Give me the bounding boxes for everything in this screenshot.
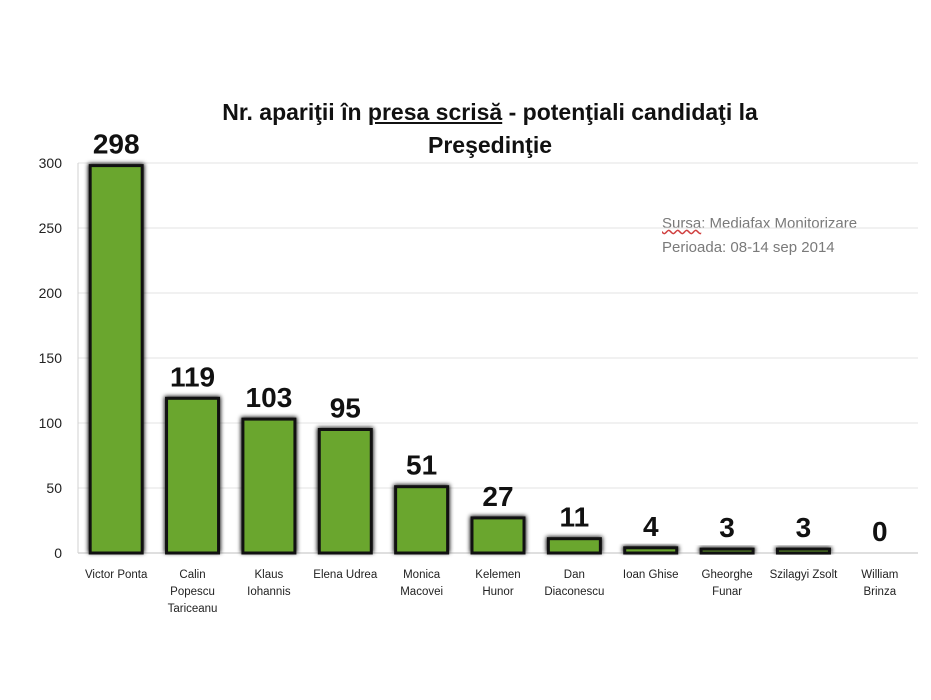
x-tick-label: William Brinza	[861, 569, 898, 598]
x-tick-label: Dan Diaconescu	[544, 569, 604, 598]
bar-value-label: 4	[643, 511, 659, 542]
x-tick-label: Klaus Iohannis	[247, 569, 291, 598]
title-part-2: - potenţiali candidaţi la	[502, 99, 758, 125]
bar-value-label: 95	[330, 393, 361, 424]
bar	[470, 516, 526, 555]
bar-value-label: 3	[719, 512, 735, 543]
bar-value-label: 119	[170, 361, 215, 392]
bar-value-label: 11	[560, 502, 590, 533]
bar-value-label: 298	[93, 129, 140, 160]
bar	[546, 537, 602, 555]
bar	[165, 396, 221, 555]
y-tick-label: 100	[39, 415, 63, 431]
title-part-1: Nr. apariţii în	[222, 99, 368, 125]
y-tick-label: 50	[46, 480, 62, 496]
chart-title: Nr. apariţii în presa scrisă - potenţial…	[150, 96, 830, 162]
bar	[775, 547, 831, 555]
y-tick-label: 150	[39, 350, 63, 366]
y-tick-label: 300	[39, 155, 63, 171]
bar	[241, 417, 297, 555]
bar-value-label: 0	[872, 516, 888, 547]
x-tick-label: Szilagyi Zsolt	[770, 569, 839, 581]
x-tick-label: Ioan Ghise	[623, 569, 679, 581]
y-tick-label: 250	[39, 220, 63, 236]
bar	[88, 164, 144, 555]
x-tick-label: Monica Macovei	[400, 569, 443, 598]
y-tick-label: 200	[39, 285, 63, 301]
x-tick-label: Elena Udrea	[313, 569, 378, 581]
title-part-3: Preşedinţie	[428, 132, 552, 158]
bar	[623, 546, 679, 555]
bar-value-label: 51	[406, 450, 437, 481]
y-tick-label: 0	[54, 545, 62, 561]
bar-value-label: 103	[246, 382, 293, 413]
bar-value-label: 27	[482, 481, 513, 512]
bar	[699, 547, 755, 555]
bar	[394, 485, 450, 555]
x-tick-label: Victor Ponta	[85, 569, 148, 581]
x-tick-label: Kelemen Hunor	[475, 569, 520, 598]
bar	[317, 428, 373, 555]
period-line: Perioada: 08-14 sep 2014	[662, 239, 835, 256]
title-part-underlined: presa scrisă	[367, 99, 503, 125]
bar-value-label: 3	[796, 512, 812, 543]
x-tick-label: Gheorghe Funar	[702, 569, 753, 598]
x-tick-label: Calin Popescu Tariceanu	[168, 569, 218, 615]
